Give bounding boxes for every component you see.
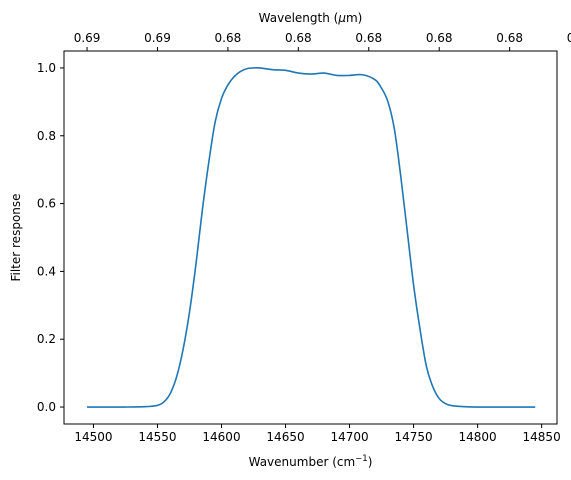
top-tick-label: 0.68 xyxy=(285,31,312,45)
ticks-layer: 14500 14550 14600 14650 14700 14750 14800 14850… xyxy=(37,31,571,444)
x-tick-label: 14650 xyxy=(266,430,304,444)
x2-axis-title: Wavelength (μm) xyxy=(259,11,363,25)
top-tick-label: 0.67 xyxy=(567,31,571,45)
top-tick-label: 0.68 xyxy=(355,31,382,45)
x-tick-label: 14500 xyxy=(74,430,112,444)
y-axis-title: Filter response xyxy=(9,193,23,281)
plot-area xyxy=(64,51,557,424)
top-tick-label: 0.68 xyxy=(215,31,242,45)
top-tick-label: 0.69 xyxy=(144,31,171,45)
y-tick-label: 0.4 xyxy=(37,264,56,278)
top-tick-label: 0.68 xyxy=(426,31,453,45)
top-tick-label: 0.68 xyxy=(496,31,523,45)
x-axis-title: Wavenumber (cm−1) xyxy=(249,454,373,469)
y-tick-label: 0.8 xyxy=(37,129,56,143)
series-line xyxy=(87,66,536,408)
x-tick-label: 14750 xyxy=(394,430,432,444)
y-tick-label: 0.6 xyxy=(37,197,56,211)
x-tick-label: 14550 xyxy=(138,430,176,444)
x-tick-label: 14800 xyxy=(459,430,497,444)
x-tick-label: 14700 xyxy=(330,430,368,444)
x-tick-label: 14600 xyxy=(202,430,240,444)
top-tick-label: 0.69 xyxy=(74,31,101,45)
y-tick-label: 0.2 xyxy=(37,332,56,346)
y-tick-label: 1.0 xyxy=(37,61,56,75)
plot-frame xyxy=(63,50,558,425)
x-tick-label: 14850 xyxy=(523,430,561,444)
y-tick-label: 0.0 xyxy=(37,400,56,414)
series-layer xyxy=(87,66,536,408)
